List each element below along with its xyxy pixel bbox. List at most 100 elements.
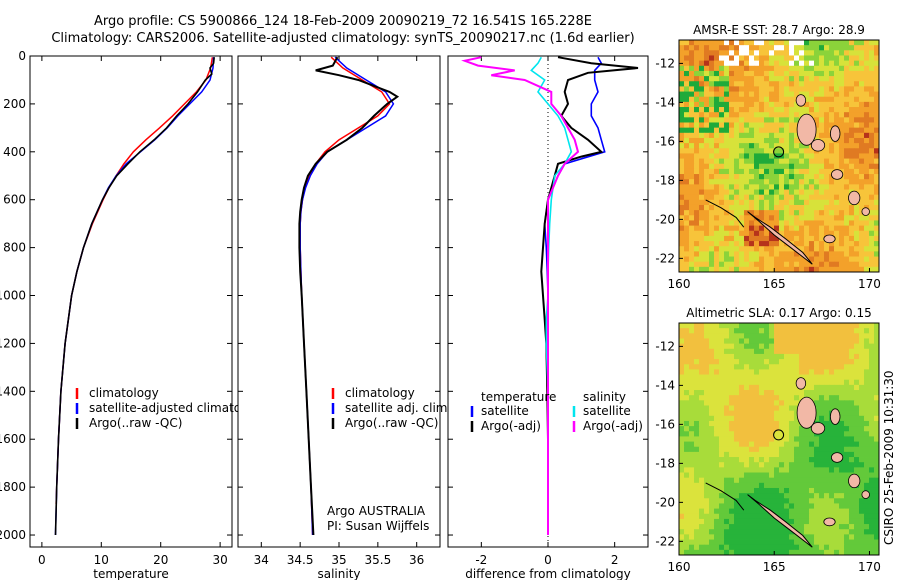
raster-cell xyxy=(709,420,715,427)
raster-cell xyxy=(789,462,795,468)
raster-cell xyxy=(724,148,730,154)
raster-cell xyxy=(814,524,820,530)
raster-cell xyxy=(789,374,795,381)
raster-cell xyxy=(704,441,710,448)
raster-cell xyxy=(749,359,755,365)
raster-cell xyxy=(859,390,865,396)
raster-cell xyxy=(734,508,740,515)
raster-cell xyxy=(874,225,880,232)
raster-cell xyxy=(819,482,825,489)
raster-cell xyxy=(799,353,805,360)
raster-cell xyxy=(714,400,720,406)
raster-cell xyxy=(854,467,860,473)
raster-cell xyxy=(699,451,705,458)
raster-cell xyxy=(784,446,790,453)
raster-cell xyxy=(804,220,810,226)
raster-cell xyxy=(844,441,850,448)
raster-cell xyxy=(844,153,850,159)
raster-cell xyxy=(734,539,740,546)
raster-cell xyxy=(704,436,710,442)
raster-cell xyxy=(849,256,855,263)
raster-cell xyxy=(759,359,765,365)
raster-cell xyxy=(834,225,840,232)
raster-cell xyxy=(839,251,845,257)
raster-cell xyxy=(759,112,765,118)
raster-cell xyxy=(874,266,880,273)
raster-cell xyxy=(794,168,800,175)
raster-cell xyxy=(869,189,875,196)
raster-cell xyxy=(724,40,730,46)
raster-cell xyxy=(859,359,865,365)
raster-cell xyxy=(729,487,735,494)
raster-cell xyxy=(704,549,710,556)
raster-cell xyxy=(789,544,795,551)
raster-cell xyxy=(749,405,755,412)
raster-cell xyxy=(864,230,870,237)
raster-cell xyxy=(744,410,750,417)
raster-cell xyxy=(824,101,830,108)
raster-cell xyxy=(774,174,780,180)
raster-cell xyxy=(724,194,730,201)
raster-cell xyxy=(704,477,710,484)
raster-cell xyxy=(714,137,720,144)
raster-cell xyxy=(679,220,685,226)
raster-cell xyxy=(714,112,720,118)
raster-cell xyxy=(689,498,695,504)
raster-cell xyxy=(724,235,730,242)
raster-cell xyxy=(714,420,720,427)
raster-cell xyxy=(794,251,800,257)
raster-cell xyxy=(679,462,685,468)
raster-cell xyxy=(704,86,710,92)
raster-cell xyxy=(679,45,685,51)
raster-cell xyxy=(699,194,705,201)
raster-cell xyxy=(779,246,785,252)
raster-cell xyxy=(694,65,700,72)
raster-cell xyxy=(744,477,750,484)
raster-cell xyxy=(839,184,845,190)
raster-cell xyxy=(869,508,875,515)
raster-cell xyxy=(874,472,880,479)
raster-cell xyxy=(684,415,690,422)
raster-cell xyxy=(774,199,780,206)
raster-cell xyxy=(754,184,760,190)
raster-cell xyxy=(694,457,700,463)
raster-cell xyxy=(689,328,695,334)
raster-cell xyxy=(769,524,775,530)
raster-cell xyxy=(854,457,860,463)
raster-cell xyxy=(774,235,780,242)
raster-cell xyxy=(784,70,790,77)
raster-cell xyxy=(819,333,825,339)
raster-cell xyxy=(684,539,690,546)
raster-cell xyxy=(824,251,830,257)
raster-cell xyxy=(739,163,745,170)
raster-cell xyxy=(784,137,790,144)
raster-cell xyxy=(739,189,745,196)
raster-cell xyxy=(814,76,820,82)
raster-cell xyxy=(864,65,870,72)
raster-cell xyxy=(679,472,685,479)
raster-cell xyxy=(814,174,820,180)
raster-cell xyxy=(719,359,725,365)
raster-cell xyxy=(869,241,875,247)
raster-cell xyxy=(874,323,880,329)
raster-cell xyxy=(794,50,800,56)
raster-cell xyxy=(869,405,875,412)
raster-cell xyxy=(744,364,750,370)
raster-cell xyxy=(744,374,750,381)
y-tick-label: 1000 xyxy=(0,289,26,303)
raster-cell xyxy=(799,323,805,329)
raster-cell xyxy=(744,441,750,448)
raster-cell xyxy=(709,513,715,520)
raster-cell xyxy=(804,204,810,211)
raster-cell xyxy=(844,524,850,530)
raster-cell xyxy=(749,529,755,535)
island xyxy=(861,490,870,499)
raster-cell xyxy=(789,369,795,375)
raster-cell xyxy=(794,420,800,427)
raster-cell xyxy=(789,328,795,334)
raster-cell xyxy=(704,148,710,154)
raster-cell xyxy=(824,477,830,484)
raster-cell xyxy=(854,246,860,252)
raster-cell xyxy=(784,374,790,381)
raster-cell xyxy=(839,45,845,51)
